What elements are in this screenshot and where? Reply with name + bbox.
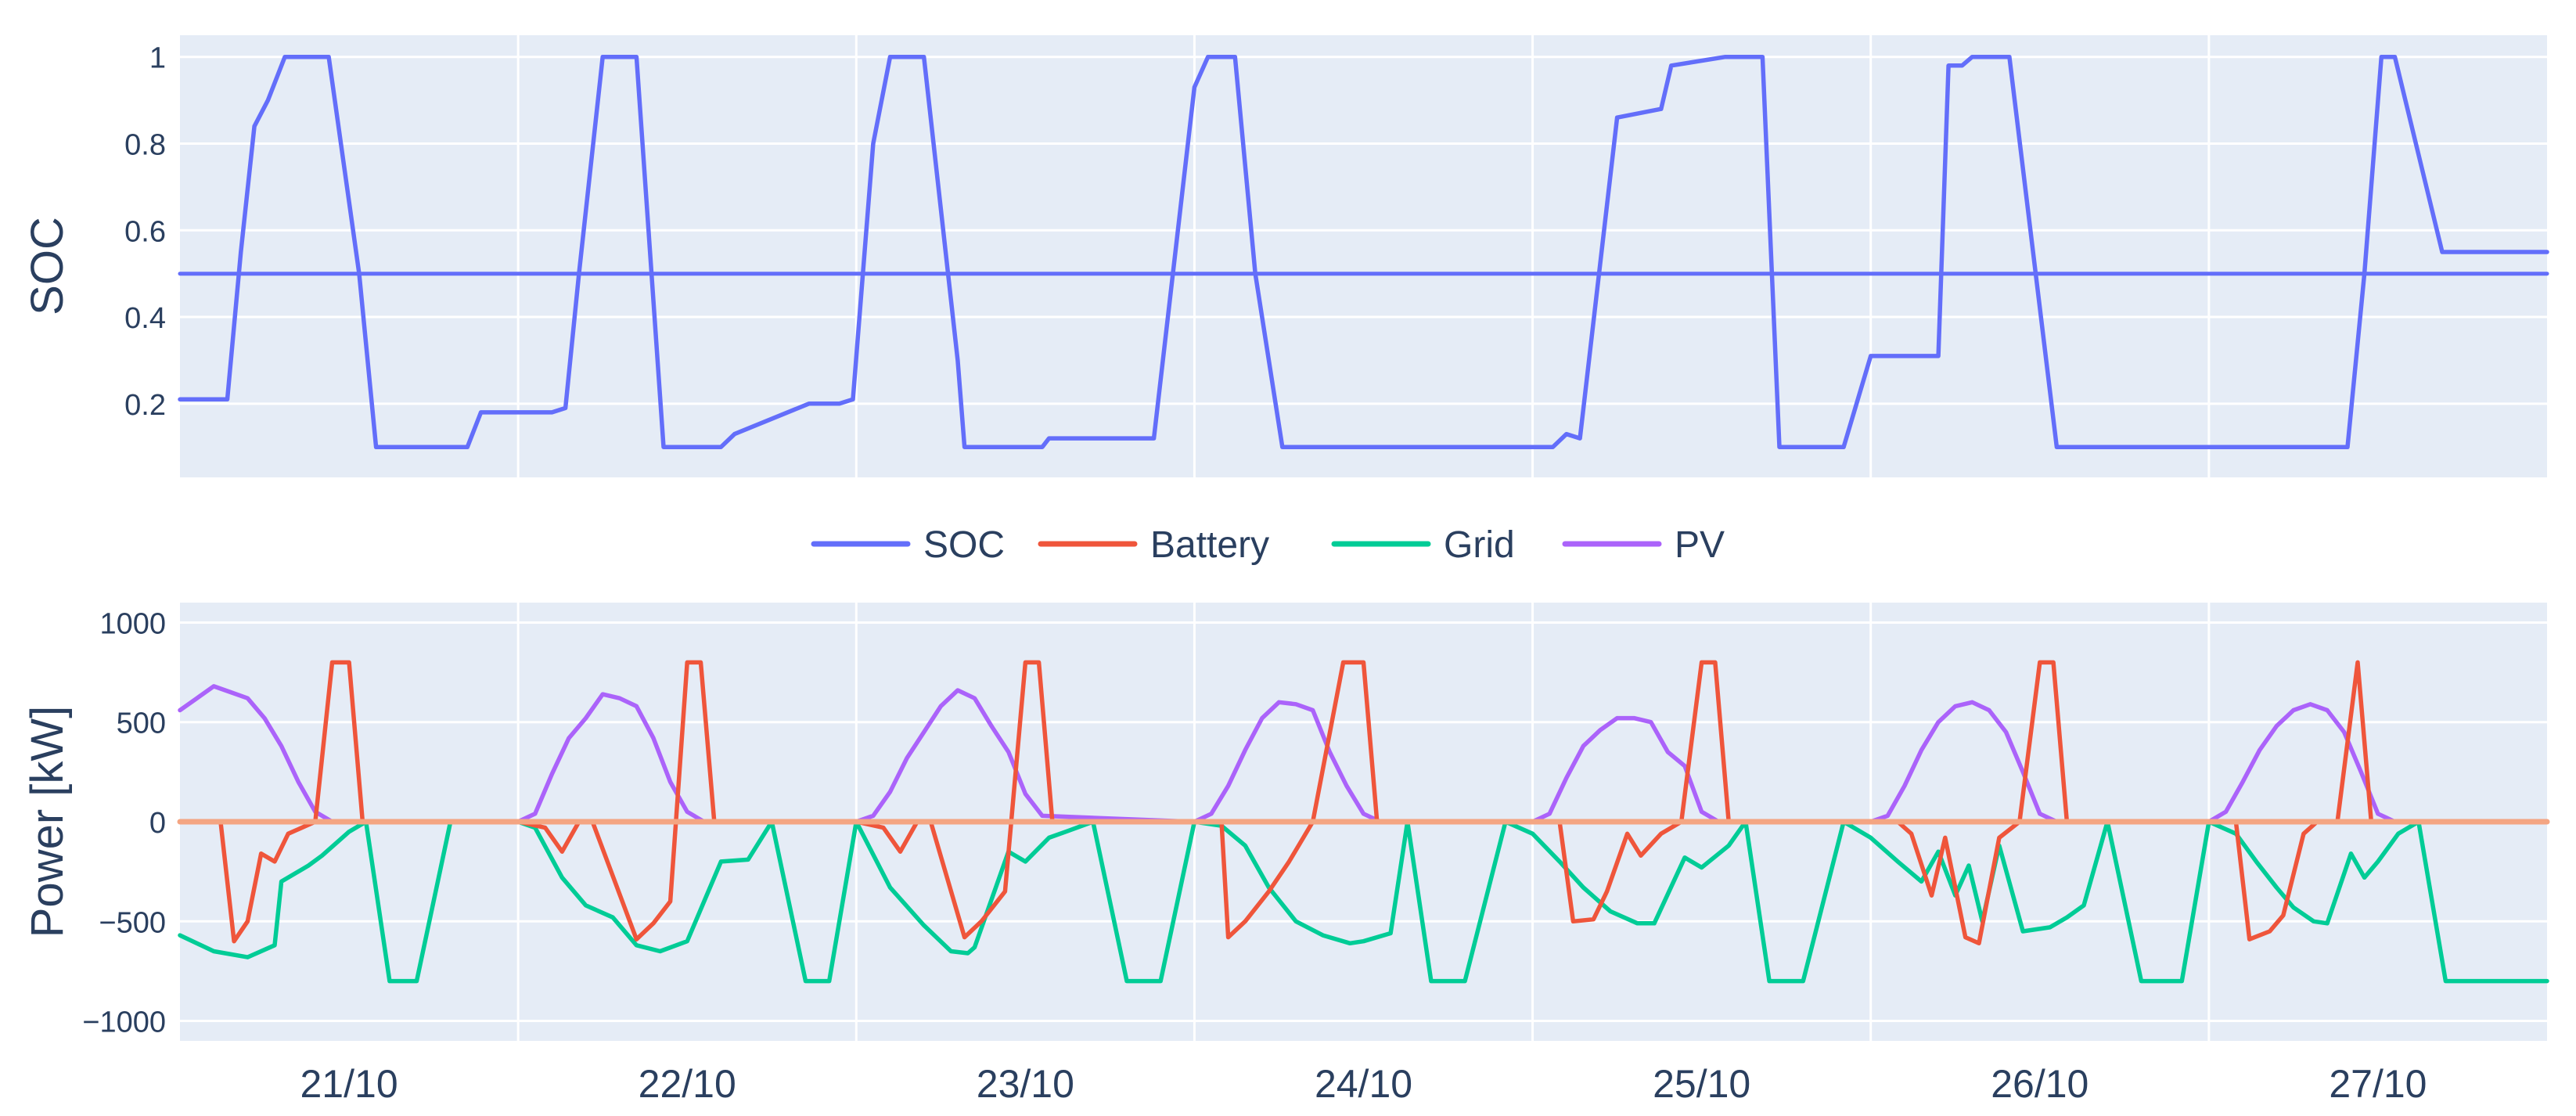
soc-y-tick-label: 1 [149,42,166,75]
soc-gridlines [180,35,2547,477]
soc-y-tick-label: 0.2 [124,389,166,422]
x-tick-label: 21/10 [300,1062,398,1106]
legend: SOC Battery Grid PV [811,524,1725,566]
grid-legend-label: Grid [1444,524,1515,566]
soc-y-ticks: 0.2 0.4 0.6 0.8 1 [124,42,166,422]
soc-y-tick-label: 0.8 [124,128,166,161]
x-tick-label: 27/10 [2329,1062,2427,1106]
power-y-tick-label: 1000 [99,607,166,640]
pv-legend-label: PV [1675,524,1725,566]
power-y-tick-label: 0 [149,807,166,840]
x-tick-label: 22/10 [639,1062,736,1106]
x-tick-label: 26/10 [1991,1062,2089,1106]
soc-y-tick-label: 0.4 [124,302,166,335]
soc-series [178,54,2549,449]
date-x-ticks: 21/10 22/10 23/10 24/10 25/10 26/10 27/10 [300,1062,2427,1106]
power-panel: −1000 −500 0 500 1000 21/10 22/10 23/10 24/10 25… [22,603,2550,1106]
x-tick-label: 25/10 [1653,1062,1750,1106]
grid-line [178,819,2549,984]
power-series [177,660,2550,984]
soc-y-tick-label: 0.6 [124,215,166,248]
soc-legend-label: SOC [923,524,1005,566]
x-tick-label: 23/10 [977,1062,1074,1106]
battery-legend-label: Battery [1150,524,1269,566]
soc-panel: 0.2 0.4 0.6 0.8 1 SOC [22,35,2549,477]
soc-y-axis-title: SOC [22,217,73,315]
power-y-tick-label: 500 [117,707,166,740]
x-tick-label: 24/10 [1315,1062,1412,1106]
battery-line [178,660,2549,946]
power-y-ticks: −1000 −500 0 500 1000 [82,607,166,1039]
power-y-axis-title: Power [kW] [22,706,73,938]
power-y-tick-label: −1000 [82,1006,166,1039]
power-y-tick-label: −500 [99,906,166,939]
